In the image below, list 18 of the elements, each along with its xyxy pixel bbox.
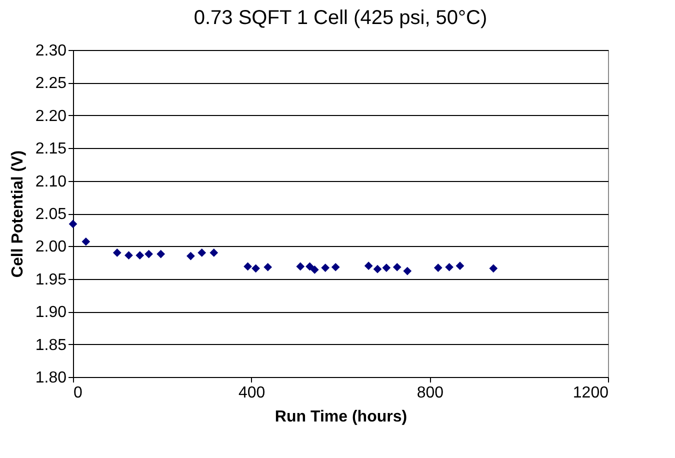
- y-tick-label: 1.85: [35, 336, 67, 354]
- chart-title: 0.73 SQFT 1 Cell (425 psi, 50°C): [194, 7, 488, 29]
- y-tick-label: 2.25: [35, 75, 67, 92]
- y-tick-label: 2.05: [35, 206, 67, 223]
- x-tick-label: 1200: [572, 384, 609, 402]
- y-tick-label: 2.00: [35, 238, 67, 256]
- y-tick-label: 1.80: [35, 370, 67, 386]
- y-tick-label: 2.30: [35, 42, 67, 60]
- x-axis-title: Run Time (hours): [274, 408, 408, 426]
- x-tick-label: 800: [416, 384, 444, 402]
- y-axis-title: Cell Potential (V): [9, 150, 26, 278]
- y-tick-label: 2.10: [35, 173, 67, 190]
- x-tick-label: 0: [74, 384, 82, 402]
- y-tick-label: 2.20: [35, 108, 67, 125]
- x-tick-label: 400: [238, 384, 266, 402]
- y-tick-label: 1.90: [35, 304, 67, 322]
- y-tick-label: 2.15: [35, 140, 67, 158]
- y-tick-label: 1.95: [35, 271, 67, 288]
